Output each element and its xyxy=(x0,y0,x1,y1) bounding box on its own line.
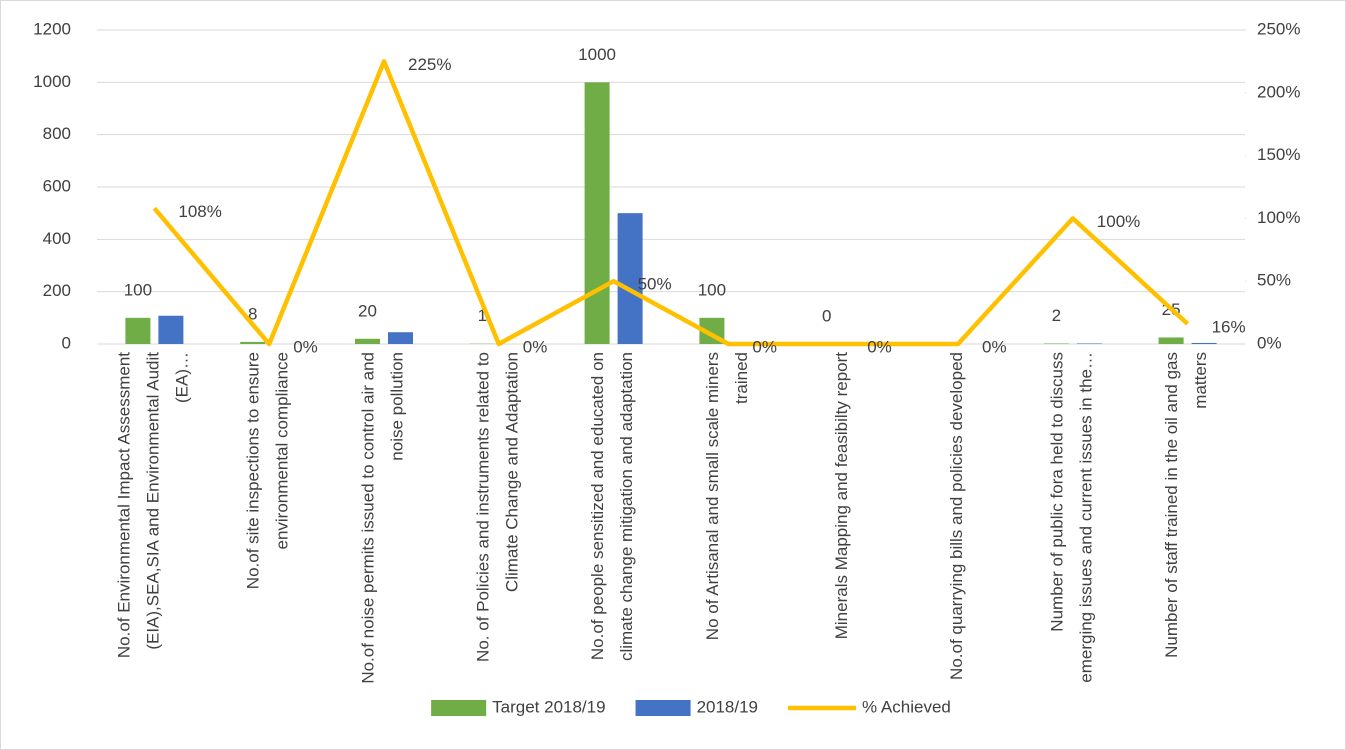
x-tick-line: trained xyxy=(732,352,751,404)
bar xyxy=(1043,343,1069,344)
legend-swatch xyxy=(431,700,487,716)
data-label: 2 xyxy=(1052,306,1061,325)
line-label: 225% xyxy=(408,55,451,74)
bar xyxy=(1076,343,1102,344)
y-tick-label: 400 xyxy=(43,229,71,248)
data-label: 100 xyxy=(698,280,726,299)
legend-label: 2018/19 xyxy=(697,697,758,716)
x-tick-line: emerging issues and current issues in th… xyxy=(1077,352,1096,683)
line xyxy=(152,59,1190,347)
x-tick-label: No. of Policies and instruments related … xyxy=(474,352,522,662)
line-label: 0% xyxy=(982,337,1007,356)
line-label: 0% xyxy=(752,337,777,356)
data-label: 1000 xyxy=(578,45,616,64)
x-tick-group: Number of staff trained in the oil and g… xyxy=(1163,352,1211,658)
x-tick-group: No.of quarrying bills and policies devel… xyxy=(947,352,966,680)
y-tick-label: 600 xyxy=(43,176,71,195)
bar xyxy=(355,338,380,344)
y-tick-label: 0 xyxy=(62,333,71,352)
bar xyxy=(584,82,610,344)
x-tick-group: No.of Environmental Impact Assessment (EI… xyxy=(115,352,192,658)
legend-label: Target 2018/19 xyxy=(492,697,605,716)
line-label: 16% xyxy=(1212,317,1246,336)
x-tick-label: No.of quarrying bills and policies devel… xyxy=(947,352,966,680)
bar xyxy=(617,213,643,344)
bar xyxy=(125,317,151,344)
x-tick-line: No. of Policies and instruments related … xyxy=(474,352,493,662)
x-tick-line: No.of Environmental Impact Assessment xyxy=(115,352,134,658)
y2-tick-label: 150% xyxy=(1257,145,1300,164)
x-tick-line: No.of people sensitized and educated on xyxy=(589,352,608,660)
line-label: 0% xyxy=(523,337,548,356)
x-tick-group: No. of Policies and instruments related … xyxy=(474,352,522,662)
bar xyxy=(388,332,413,344)
y-tick-label: 1200 xyxy=(33,19,71,38)
legend-label: % Achieved xyxy=(862,697,951,716)
bar xyxy=(158,315,184,344)
x-tick-label: No.of site inspections to ensure environm… xyxy=(244,352,292,589)
x-tick-line: (EA)… xyxy=(173,352,192,403)
legend-swatch xyxy=(635,700,691,716)
x-tick-line: Number of public fora held to discuss xyxy=(1048,352,1067,632)
bar xyxy=(240,341,266,344)
line-label: 50% xyxy=(638,275,672,294)
x-tick-group: No of Artisanal and small scale miners tr… xyxy=(703,352,751,640)
y-tick-label: 800 xyxy=(43,124,71,143)
data-label: 1 xyxy=(478,306,487,325)
x-tick-label: No of Artisanal and small scale miners tr… xyxy=(703,352,751,640)
x-tick-line: climate change mitigation and adaptation xyxy=(618,352,637,661)
y2-tick-label: 200% xyxy=(1257,82,1300,101)
data-label: 100 xyxy=(124,280,152,299)
x-tick-label: No.of people sensitized and educated on c… xyxy=(589,352,637,661)
x-tick-line: No.of site inspections to ensure xyxy=(244,352,263,589)
data-label: 8 xyxy=(248,304,257,323)
bar xyxy=(1191,342,1217,344)
line-label: 0% xyxy=(867,337,892,356)
x-tick-group: Number of public fora held to discuss eme… xyxy=(1048,352,1096,683)
x-tick-line: matters xyxy=(1192,352,1211,409)
x-tick-group: No.of noise permits issued to control ai… xyxy=(359,352,407,684)
x-tick-label: No.of noise permits issued to control ai… xyxy=(359,352,407,684)
y2-tick-label: 250% xyxy=(1257,19,1300,38)
x-tick-line: noise pollution xyxy=(388,352,407,461)
x-tick-label: No.of Environmental Impact Assessment (EI… xyxy=(115,352,192,658)
x-tick-line: No.of quarrying bills and policies devel… xyxy=(947,352,966,680)
x-tick-line: Minerals Mapping and feasibilty report xyxy=(833,352,852,640)
x-tick-label: Number of public fora held to discuss eme… xyxy=(1048,352,1096,683)
y-tick-label: 200 xyxy=(43,281,71,300)
y2-tick-label: 100% xyxy=(1257,208,1300,227)
line-label: 100% xyxy=(1097,212,1140,231)
bar xyxy=(1158,337,1184,344)
x-tick-group: No.of people sensitized and educated on c… xyxy=(589,352,637,661)
x-tick-line: Climate Change and Adaptation xyxy=(503,352,522,592)
y2-tick-label: 50% xyxy=(1257,271,1291,290)
x-tick-line: Number of staff trained in the oil and g… xyxy=(1163,352,1182,658)
legend: Target 2018/19 2018/19 % Achieved xyxy=(431,697,951,716)
line-label: 0% xyxy=(293,337,318,356)
data-label: 0 xyxy=(822,306,831,325)
x-tick-line: (EIA),SEA,SIA and Environmental Audit xyxy=(144,352,163,650)
x-tick-line: No.of noise permits issued to control ai… xyxy=(359,352,378,684)
y2-tick-label: 0% xyxy=(1257,333,1282,352)
x-tick-group: No.of site inspections to ensure environm… xyxy=(244,352,292,589)
x-tick-label: Number of staff trained in the oil and g… xyxy=(1163,352,1211,658)
y-tick-label: 1000 xyxy=(33,72,71,91)
data-label: 20 xyxy=(358,301,377,320)
x-tick-line: environmental compliance xyxy=(273,352,292,550)
x-tick-line: No of Artisanal and small scale miners xyxy=(703,352,722,640)
x-tick-group: Minerals Mapping and feasibilty report xyxy=(833,352,852,640)
line-label: 108% xyxy=(178,202,221,221)
x-tick-label: Minerals Mapping and feasibilty report xyxy=(833,352,852,640)
